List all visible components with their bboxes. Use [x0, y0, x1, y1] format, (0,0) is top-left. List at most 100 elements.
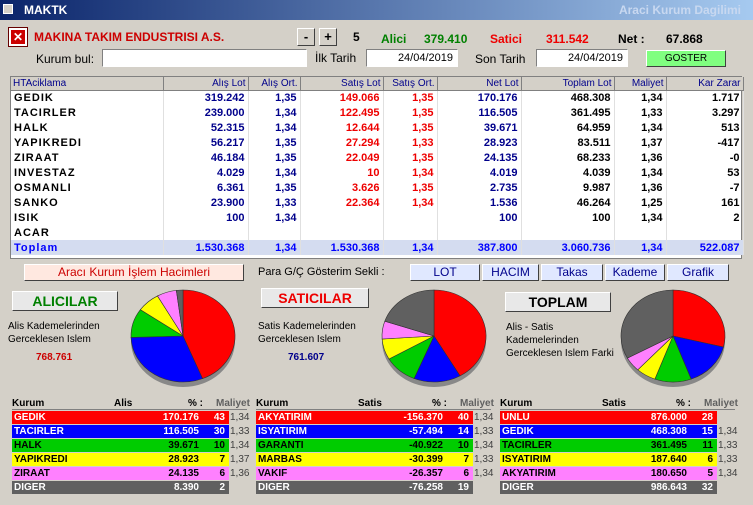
- list-pct: 14: [457, 426, 469, 437]
- table-cell: 1,34: [248, 120, 301, 135]
- table-row[interactable]: INVESTAZ 4.029 1,34 10 1,34 4.019 4.039 1,34 53: [11, 165, 744, 180]
- list-name: YAPIKREDI: [14, 454, 68, 465]
- plus-button[interactable]: +: [319, 28, 337, 46]
- list-item[interactable]: ISYATIRIM -57.494 14 1,33: [256, 425, 493, 438]
- table-cell: [300, 210, 384, 225]
- total-cell: 3.060.736: [521, 240, 615, 255]
- list-header: Satis: [358, 398, 382, 409]
- grid-col-header[interactable]: Kar Zarar: [666, 77, 744, 91]
- alici-label: Alici: [381, 32, 407, 46]
- list-item[interactable]: HALK 39.671 10 1,34: [12, 439, 249, 452]
- list-name: HALK: [14, 440, 42, 451]
- list-item[interactable]: DIGER -76.258 19: [256, 481, 491, 494]
- grid-col-header[interactable]: Toplam Lot: [521, 77, 615, 91]
- list-item-bar: [256, 411, 473, 424]
- table-cell: 116.505: [437, 105, 522, 120]
- list-cost: 1,34: [718, 468, 738, 479]
- list-value: 187.640: [650, 454, 687, 465]
- pie-slice-akyatirim: [433, 289, 487, 377]
- table-cell: YAPIKREDI: [11, 135, 164, 150]
- tab-lot[interactable]: LOT: [410, 264, 480, 281]
- list-pct: 6: [219, 468, 225, 479]
- grid-col-header[interactable]: HTAciklama: [11, 77, 164, 91]
- list-item[interactable]: GEDIK 170.176 43 1,34: [12, 411, 249, 424]
- list-item[interactable]: GEDIK 468.308 15 1,34: [500, 425, 737, 438]
- ilk-tarih-label: İlk Tarih: [315, 51, 357, 65]
- kurum-bul-input[interactable]: [102, 49, 307, 67]
- table-cell: INVESTAZ: [11, 165, 164, 180]
- broker-grid[interactable]: HTAciklama Alış Lot Alış Ort. Satış Lot Satı…: [10, 76, 744, 259]
- tab-kademe[interactable]: Kademe: [605, 264, 665, 281]
- grid-col-header[interactable]: Alış Ort.: [248, 77, 301, 91]
- table-row[interactable]: GEDIK 319.242 1,35 149.066 1,35 170.176 468.30…: [11, 90, 744, 105]
- tab-hacim[interactable]: HACIM: [482, 264, 539, 281]
- table-cell: 39.671: [437, 120, 522, 135]
- tab-grafik[interactable]: Grafik: [667, 264, 729, 281]
- goster-button[interactable]: GOSTER: [646, 50, 726, 67]
- list-item[interactable]: TACIRLER 361.495 11 1,33: [500, 439, 738, 452]
- alici-value: 379.410: [424, 32, 468, 46]
- list-item[interactable]: DIGER 8.390 2: [12, 481, 247, 494]
- table-cell: 46.264: [521, 195, 615, 210]
- grid-col-header[interactable]: Maliyet: [614, 77, 667, 91]
- total-cell: 1,34: [248, 240, 301, 255]
- list-header: Maliyet: [216, 398, 250, 409]
- list-item[interactable]: YAPIKREDI 28.923 7 1,37: [12, 453, 249, 466]
- table-row[interactable]: HALK 52.315 1,34 12.644 1,35 39.671 64.959 1,34…: [11, 120, 744, 135]
- list-name: AKYATIRIM: [502, 468, 556, 479]
- list-item[interactable]: AKYATIRIM -156.370 40 1,34: [256, 411, 493, 424]
- table-cell: 24.135: [437, 150, 522, 165]
- list-item[interactable]: TACIRLER 116.505 30 1,33: [12, 425, 249, 438]
- table-cell: [300, 225, 384, 240]
- tab-takas[interactable]: Takas: [541, 264, 603, 281]
- company-name: MAKINA TAKIM ENDUSTRISI A.S.: [34, 30, 225, 44]
- list-item[interactable]: VAKIF -26.357 6 1,34: [256, 467, 493, 480]
- table-row[interactable]: YAPIKREDI 56.217 1,35 27.294 1,33 28.923 83.51…: [11, 135, 744, 150]
- table-cell: 1.717: [666, 90, 744, 105]
- list-item[interactable]: GARANTI -40.922 10 1,34: [256, 439, 493, 452]
- table-row[interactable]: ACAR: [11, 225, 744, 240]
- list-value: 986.643: [650, 482, 687, 493]
- table-cell: 122.495: [300, 105, 384, 120]
- list-value: -76.258: [409, 482, 443, 493]
- list-item[interactable]: ZIRAAT 24.135 6 1,36: [12, 467, 249, 480]
- list-value: 361.495: [650, 440, 687, 451]
- list-item[interactable]: ISYATIRIM 187.640 6 1,33: [500, 453, 737, 466]
- title-bar[interactable]: MAKTK Araci Kurum Dagilimi: [0, 0, 753, 20]
- table-cell: 1,36: [614, 180, 667, 195]
- grid-col-header[interactable]: Alış Lot: [163, 77, 249, 91]
- pie-slice-gedik: [672, 335, 724, 380]
- table-cell: 1,34: [614, 120, 667, 135]
- list-item-bar: [12, 411, 229, 424]
- son-tarih-input[interactable]: [536, 49, 628, 67]
- list-value: -40.922: [409, 440, 443, 451]
- ilk-tarih-input[interactable]: [366, 49, 458, 67]
- table-row[interactable]: TACIRLER 239.000 1,34 122.495 1,35 116.505 361…: [11, 105, 744, 120]
- list-item[interactable]: AKYATIRIM 180.650 5 1,34: [500, 467, 738, 480]
- table-row[interactable]: ZIRAAT 46.184 1,35 22.049 1,35 24.135 68.233 1,…: [11, 150, 744, 165]
- table-cell: 28.923: [437, 135, 522, 150]
- list-item-bar: [500, 467, 717, 480]
- list-item-bar: [12, 481, 229, 494]
- table-row[interactable]: ISIK 100 1,34 100 100 1,34 2: [11, 210, 744, 225]
- hacim-button[interactable]: Aracı Kurum İşlem Hacimleri: [24, 264, 244, 281]
- list-item[interactable]: UNLU 876.000 28: [500, 411, 735, 424]
- table-row[interactable]: SANKO 23.900 1,33 22.364 1,34 1.536 46.264 1,25…: [11, 195, 744, 210]
- table-row[interactable]: OSMANLI 6.361 1,35 3.626 1,35 2.735 9.987 1,36-…: [11, 180, 744, 195]
- table-cell: [666, 225, 744, 240]
- grid-col-header[interactable]: Satış Ort.: [383, 77, 438, 91]
- list-item[interactable]: MARBAS -30.399 7 1,33: [256, 453, 493, 466]
- total-cell: 1,34: [383, 240, 438, 255]
- close-icon[interactable]: ✕: [8, 27, 28, 47]
- list-item[interactable]: DIGER 986.643 32: [500, 481, 735, 494]
- grid-col-header[interactable]: Net Lot: [437, 77, 522, 91]
- list-pct: 28: [701, 412, 713, 423]
- saticilar-pie-chart: [381, 289, 487, 387]
- grid-col-header[interactable]: Satış Lot: [300, 77, 384, 91]
- list-header: Satis: [602, 398, 626, 409]
- table-cell: 83.511: [521, 135, 615, 150]
- table-cell: 100: [521, 210, 615, 225]
- list-name: ISYATIRIM: [258, 426, 307, 437]
- list-cost: 1,33: [718, 440, 738, 451]
- minus-button[interactable]: -: [297, 28, 315, 46]
